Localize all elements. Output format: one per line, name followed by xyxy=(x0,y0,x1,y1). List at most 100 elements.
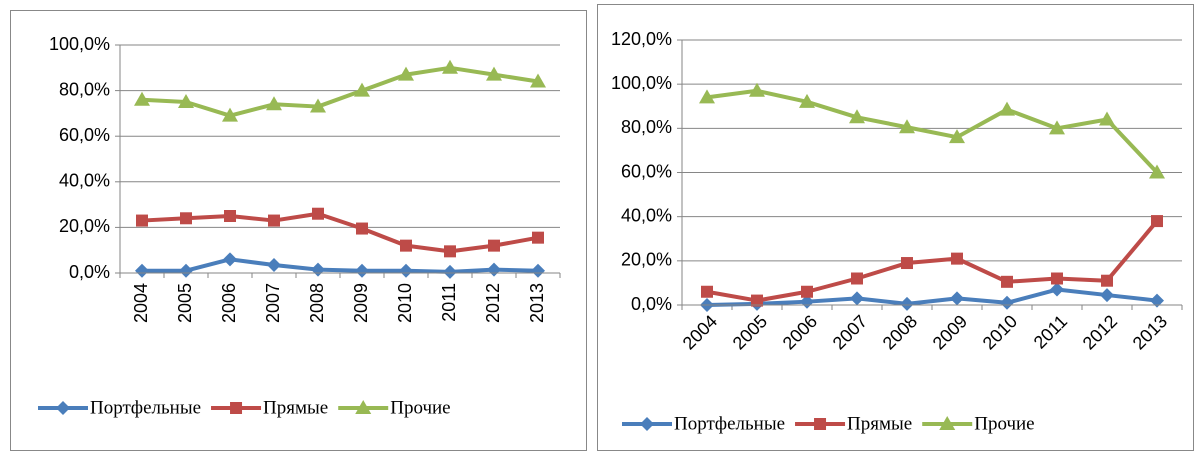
marker xyxy=(356,222,368,235)
x-tick-label: 2004 xyxy=(131,283,151,323)
x-tick-label: 2008 xyxy=(307,283,327,323)
marker xyxy=(136,214,148,227)
marker xyxy=(949,129,965,144)
marker xyxy=(179,263,193,278)
marker xyxy=(399,263,413,278)
marker xyxy=(486,66,502,81)
marker xyxy=(178,94,194,108)
marker xyxy=(180,212,192,225)
marker xyxy=(999,101,1015,116)
y-tick-label: 0,0% xyxy=(631,294,672,314)
series-line xyxy=(141,211,539,254)
marker xyxy=(1151,215,1163,228)
y-tick-label: 40,0% xyxy=(59,171,110,191)
y-tick-label: 80,0% xyxy=(621,117,672,137)
marker xyxy=(640,417,654,431)
y-tick-label: 120,0% xyxy=(611,29,672,49)
x-tick-label: 2009 xyxy=(351,283,371,323)
marker xyxy=(443,264,457,279)
marker xyxy=(442,59,458,74)
x-tick-label: 2010 xyxy=(395,283,415,323)
marker xyxy=(950,291,964,306)
marker xyxy=(749,82,765,97)
y-tick-label: 100,0% xyxy=(611,73,672,93)
marker xyxy=(1100,288,1114,303)
marker xyxy=(312,207,324,220)
chart-frame xyxy=(10,10,587,451)
y-tick-label: 0,0% xyxy=(69,262,110,282)
x-tick-label: 2012 xyxy=(483,283,503,323)
marker xyxy=(801,285,813,298)
series-line xyxy=(706,88,1159,174)
marker xyxy=(355,400,372,414)
marker xyxy=(223,252,237,267)
marker xyxy=(849,109,865,124)
marker xyxy=(354,82,370,97)
marker xyxy=(901,257,913,270)
marker xyxy=(224,210,236,222)
marker xyxy=(400,239,412,252)
chart-frame xyxy=(597,4,1194,451)
x-tick-label: 2006 xyxy=(219,283,239,323)
marker xyxy=(310,98,326,113)
series-line xyxy=(142,257,539,274)
marker xyxy=(1050,282,1064,297)
marker xyxy=(1051,272,1063,285)
marker xyxy=(222,107,238,122)
marker xyxy=(266,96,282,111)
marker xyxy=(899,119,915,134)
marker xyxy=(488,239,500,252)
marker xyxy=(951,252,963,265)
series-line xyxy=(141,65,539,118)
marker xyxy=(850,291,864,306)
series-line xyxy=(706,287,1158,307)
marker xyxy=(814,418,827,430)
marker xyxy=(530,73,546,88)
x-tick-label: 2007 xyxy=(263,283,283,323)
marker xyxy=(751,294,763,307)
x-tick-label: 2013 xyxy=(527,283,547,323)
marker xyxy=(1049,120,1065,135)
marker xyxy=(1000,295,1014,310)
legend-label: Прямые xyxy=(847,413,912,434)
marker xyxy=(398,66,414,81)
legend-label: Прочие xyxy=(974,413,1034,434)
marker xyxy=(134,91,150,106)
marker xyxy=(1001,275,1013,288)
marker xyxy=(1101,274,1113,287)
x-tick-label: 2005 xyxy=(175,283,195,323)
marker xyxy=(531,263,545,278)
y-tick-label: 100,0% xyxy=(49,34,110,54)
legend-label: Прочие xyxy=(390,397,450,418)
marker xyxy=(900,296,914,311)
legend-label: Портфельные xyxy=(674,413,785,434)
marker xyxy=(939,416,956,430)
series-line xyxy=(706,219,1159,303)
y-tick-label: 60,0% xyxy=(621,161,672,181)
marker xyxy=(56,401,70,415)
marker xyxy=(267,258,281,273)
y-tick-label: 20,0% xyxy=(59,216,110,236)
y-tick-label: 60,0% xyxy=(59,125,110,145)
marker xyxy=(268,214,280,227)
marker xyxy=(444,245,456,258)
legend-label: Портфельные xyxy=(90,397,201,418)
legend-label: Прямые xyxy=(263,397,328,418)
marker xyxy=(135,263,149,278)
marker xyxy=(701,285,713,298)
y-tick-label: 40,0% xyxy=(621,205,672,225)
y-tick-label: 20,0% xyxy=(621,250,672,270)
marker xyxy=(851,272,863,285)
marker xyxy=(1149,164,1165,179)
marker xyxy=(1099,111,1115,126)
marker xyxy=(799,93,815,108)
marker xyxy=(1150,293,1164,308)
marker xyxy=(532,231,544,244)
marker xyxy=(355,263,369,278)
marker xyxy=(230,402,243,414)
marker xyxy=(699,89,715,104)
y-tick-label: 80,0% xyxy=(59,79,110,99)
x-tick-label: 2011 xyxy=(439,283,459,322)
